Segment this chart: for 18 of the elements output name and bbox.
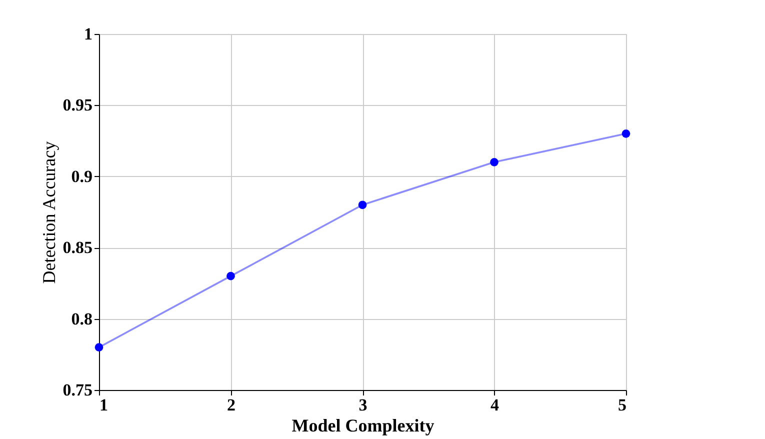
y-tick-label: 0.85	[62, 238, 92, 258]
x-axis-title: Model Complexity	[292, 416, 434, 436]
y-tick-label: 0.95	[62, 96, 92, 115]
y-tick-label: 0.9	[71, 166, 92, 186]
x-tick-label: 1	[100, 396, 108, 414]
point	[622, 130, 630, 138]
point	[94, 343, 104, 352]
y-tick-label: 0.75	[62, 380, 92, 400]
y-tick-label: 1	[84, 24, 92, 44]
x-tick-label: 3	[358, 396, 368, 414]
x-tick-label: 2	[227, 396, 236, 414]
point	[358, 200, 367, 210]
x-tick-label: 4	[490, 396, 500, 414]
y-tick-label: 0.8	[71, 309, 92, 328]
y-axis-title: Detection Accuracy	[38, 141, 59, 284]
point	[226, 272, 235, 280]
point	[490, 158, 498, 166]
x-tick-label: 5	[618, 396, 626, 414]
